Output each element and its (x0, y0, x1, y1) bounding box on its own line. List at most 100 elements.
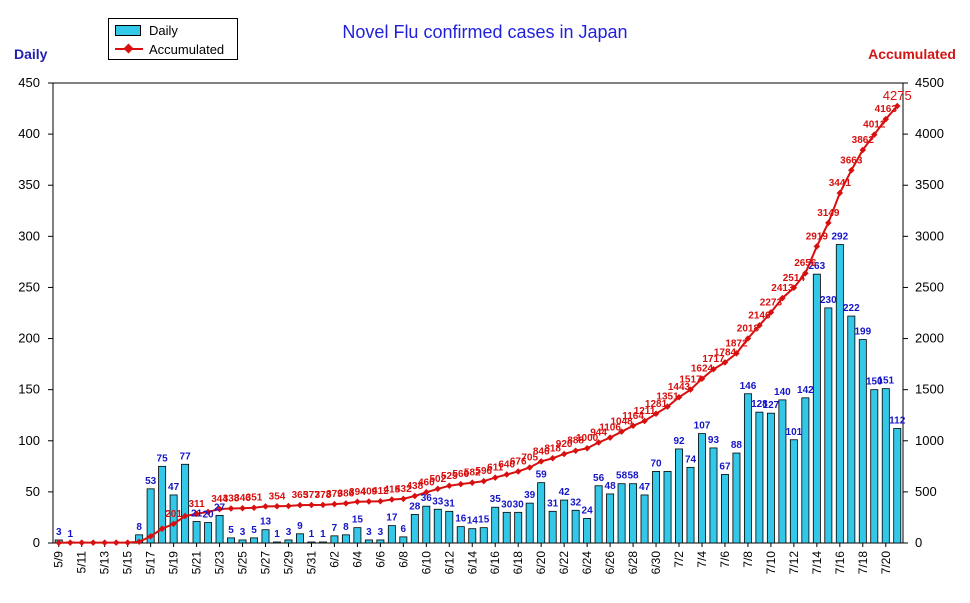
data-label-daily: 42 (559, 487, 571, 498)
data-label-daily: 58 (628, 471, 640, 482)
data-label-daily: 1 (67, 529, 73, 540)
data-label-accumulated: 365 (292, 490, 309, 501)
y-right-tick-label: 2000 (915, 331, 944, 346)
y-right-tick-label: 4000 (915, 126, 944, 141)
data-label-accumulated: 640 (498, 460, 515, 471)
bar-daily (318, 541, 327, 544)
bar-daily (284, 539, 293, 544)
data-label-accumulated: 311 (189, 499, 206, 510)
data-label-daily: 24 (582, 505, 594, 516)
point-accumulated (537, 458, 545, 465)
point-accumulated (469, 479, 476, 486)
x-tick-label: 5/11 (75, 551, 89, 574)
bar-daily (766, 412, 775, 544)
data-label-daily: 31 (444, 498, 456, 509)
x-tick-label: 5/15 (121, 551, 135, 575)
point-accumulated (606, 434, 614, 441)
bar-daily (560, 499, 569, 544)
bar-daily (250, 537, 258, 544)
x-tick-label: 6/26 (603, 551, 617, 575)
y-right-tick-label: 1000 (915, 433, 944, 448)
data-label-daily: 92 (673, 436, 685, 447)
y-left-tick-label: 300 (18, 228, 40, 243)
data-label-daily: 5 (228, 525, 234, 536)
bar-daily (870, 389, 879, 544)
point-accumulated (227, 505, 235, 512)
data-label-daily: 15 (352, 515, 364, 526)
point-accumulated (583, 444, 591, 452)
point-accumulated (365, 498, 373, 505)
data-label-accumulated: 438 (406, 481, 423, 492)
data-label-daily: 1 (274, 529, 280, 540)
point-accumulated (66, 539, 74, 546)
x-tick-label: 5/29 (281, 551, 295, 575)
data-label-accumulated: 846 (533, 446, 550, 457)
data-label-daily: 27 (214, 502, 226, 513)
point-accumulated (147, 533, 154, 540)
bar-daily (881, 388, 890, 544)
point-accumulated (89, 539, 97, 546)
point-accumulated (514, 468, 522, 475)
bar-daily (617, 483, 626, 544)
x-tick-label: 7/6 (718, 551, 732, 568)
data-label-daily: 107 (694, 421, 711, 432)
data-label-accumulated: 1784 (714, 347, 737, 358)
y-left-tick-label: 350 (18, 177, 40, 192)
data-label-daily: 101 (786, 427, 803, 438)
data-label-accumulated: 354 (269, 491, 286, 502)
legend-label-daily: Daily (149, 22, 178, 38)
data-label-daily: 35 (490, 494, 502, 505)
data-label-accumulated: 412 (372, 486, 389, 497)
bar-daily (410, 513, 419, 544)
point-accumulated (262, 503, 269, 510)
data-label-accumulated: 502 (429, 474, 446, 485)
data-label-accumulated: 386 (338, 488, 355, 499)
point-accumulated (170, 520, 177, 528)
data-label-daily: 15 (478, 515, 490, 526)
data-label-accumulated: 1281 (645, 399, 668, 410)
data-label-daily: 127 (763, 400, 780, 411)
data-label-accumulated: 4275 (883, 88, 912, 103)
bar-daily (307, 541, 316, 544)
point-accumulated (744, 335, 752, 342)
data-label-accumulated: 394 (349, 487, 366, 498)
bar-daily (778, 399, 787, 544)
data-label-daily: 75 (157, 453, 169, 464)
bar-daily (858, 339, 867, 544)
point-accumulated (446, 482, 453, 490)
data-label-accumulated: 818 (544, 443, 561, 454)
bar-daily (514, 511, 523, 544)
point-accumulated (675, 393, 683, 401)
data-label-accumulated: 1872 (725, 338, 748, 349)
point-accumulated (526, 464, 533, 471)
y-left-tick-label: 150 (18, 382, 40, 397)
x-tick-label: 5/21 (190, 551, 204, 575)
data-label-daily: 3 (366, 527, 372, 538)
data-label-accumulated: 377 (303, 490, 320, 501)
data-label-daily: 3 (56, 527, 62, 538)
data-label-daily: 30 (513, 499, 525, 510)
y-right-tick-label: 3000 (915, 228, 944, 243)
bar-daily (192, 521, 201, 544)
chart-title: Novel Flu confirmed cases in Japan (342, 22, 628, 42)
bar-daily (525, 502, 534, 544)
data-label-accumulated: 351 (246, 493, 263, 504)
data-label-daily: 21 (191, 509, 203, 520)
data-label-daily: 58 (616, 471, 628, 482)
y-left-tick-label: 0 (33, 535, 40, 550)
data-label-daily: 222 (843, 303, 860, 314)
data-label-accumulated: 409 (361, 486, 378, 497)
x-tick-label: 7/4 (695, 551, 709, 568)
bar-daily (698, 433, 706, 544)
point-accumulated (423, 489, 430, 496)
bar-daily (709, 447, 718, 544)
legend: Daily Accumulated (108, 18, 238, 60)
x-tick-label: 6/24 (580, 551, 594, 575)
data-label-accumulated: 676 (510, 456, 527, 467)
data-label-accumulated: 201 (165, 509, 182, 520)
legend-marker-accumulated (115, 43, 143, 55)
point-accumulated (825, 219, 832, 227)
data-label-accumulated: 1000 (576, 433, 599, 444)
data-label-daily: 5 (251, 525, 257, 536)
y-right-tick-label: 0 (915, 535, 922, 550)
